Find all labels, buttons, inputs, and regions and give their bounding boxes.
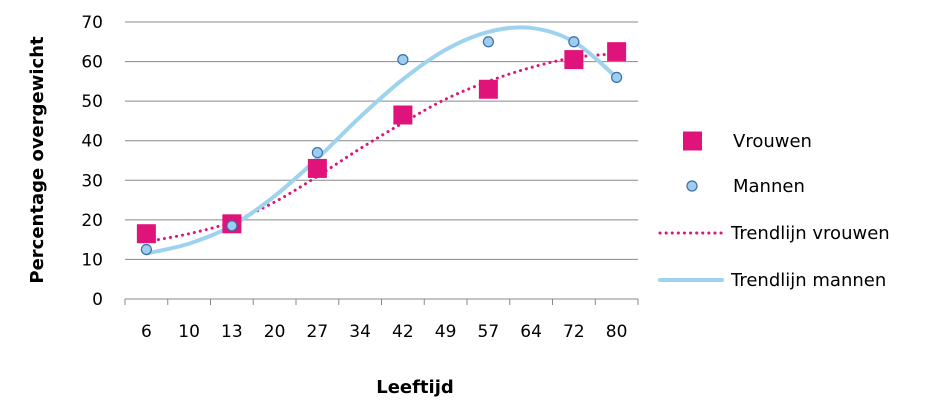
y-tick-label: 30 (81, 171, 103, 191)
y-tick-label: 20 (81, 211, 103, 231)
x-tick-label: 57 (478, 322, 500, 342)
legend-label-trendlijn-mannen: Trendlijn mannen (730, 270, 886, 291)
y-tick-label: 50 (81, 92, 103, 112)
x-tick-label: 27 (307, 322, 329, 342)
y-tick-label: 60 (81, 53, 103, 73)
x-axis-title: Leeftijd (376, 377, 454, 398)
legend-label-mannen: Mannen (733, 176, 805, 197)
mannen-point (482, 36, 494, 48)
x-tick-label: 34 (349, 322, 371, 342)
x-tick-label: 13 (221, 322, 243, 342)
legend-label-vrouwen: Vrouwen (733, 131, 812, 152)
y-axis-title: Percentage overgewicht (27, 36, 48, 284)
x-tick-label: 72 (563, 322, 585, 342)
y-tick-label: 0 (92, 290, 103, 310)
mannen-point (226, 220, 238, 232)
y-tick-label: 10 (81, 250, 103, 270)
legend-label-trendlijn-vrouwen: Trendlijn vrouwen (730, 223, 890, 244)
gridlines (124, 21, 639, 305)
mannen-point (311, 146, 323, 159)
vrouwen-point (478, 79, 498, 99)
x-tick-labels: 6 10 13 20 27 34 42 49 57 64 72 80 (141, 322, 627, 342)
y-tick-label: 70 (81, 13, 103, 33)
vrouwen-point (393, 105, 413, 125)
x-tick-label: 42 (392, 322, 414, 342)
mannen-point (397, 53, 409, 66)
x-tick-label: 49 (435, 322, 457, 342)
x-tick-label: 80 (606, 322, 628, 342)
x-tick-label: 6 (141, 322, 152, 342)
vrouwen-point (564, 50, 584, 70)
vrouwen-point (136, 224, 156, 244)
data-markers (136, 36, 627, 256)
vrouwen-point (307, 158, 327, 178)
x-tick-label: 20 (264, 322, 286, 342)
mannen-point (568, 36, 580, 48)
x-tick-label: 10 (178, 322, 200, 342)
y-tick-label: 40 (81, 132, 103, 152)
mannen-point (140, 243, 152, 256)
mannen-point (611, 71, 623, 84)
legend-swatch-vrouwen (683, 131, 702, 151)
trendlijn-vrouwen-line (144, 52, 619, 244)
x-tick-label: 64 (520, 322, 542, 342)
vrouwen-point (607, 42, 627, 62)
legend-swatch-mannen (686, 180, 698, 192)
y-tick-labels: 0 10 20 30 40 50 60 70 (81, 13, 103, 310)
legend: Vrouwen Mannen Trendlijn vrouwen Trendlijn … (658, 131, 890, 291)
